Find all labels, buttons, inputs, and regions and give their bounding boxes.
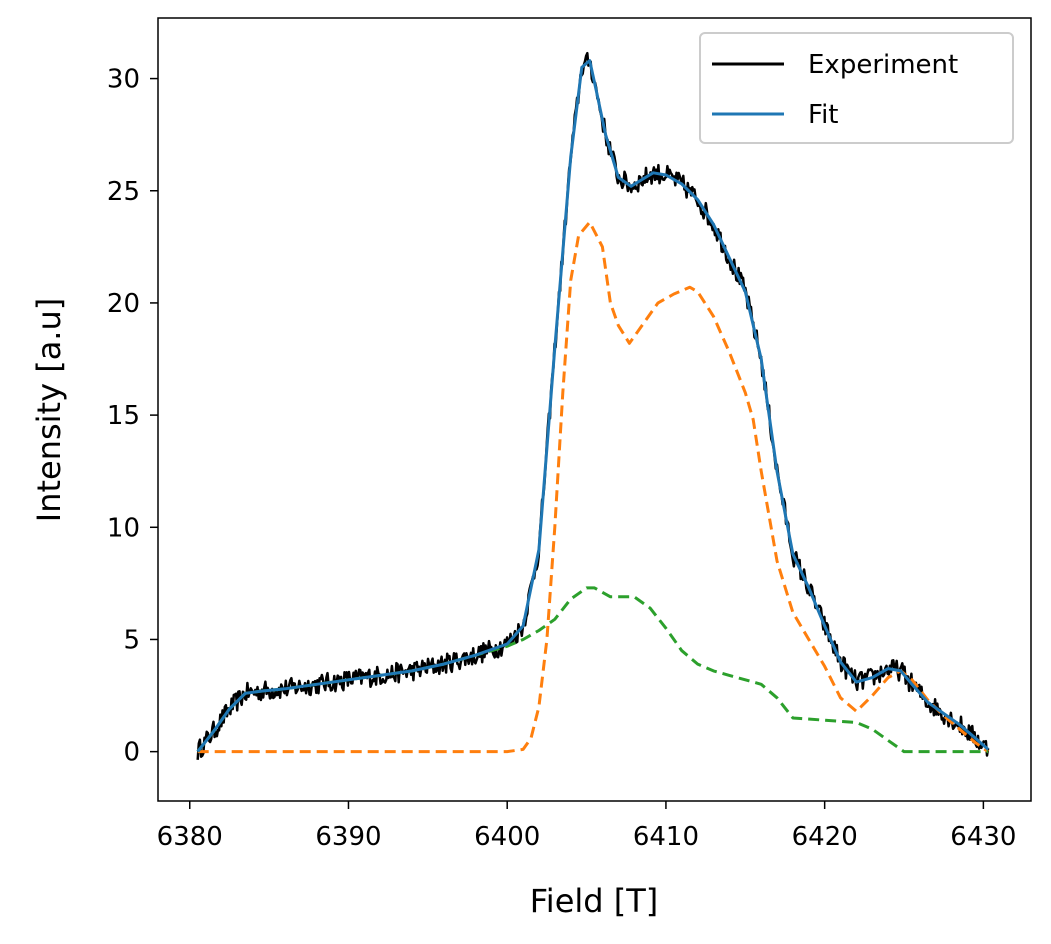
series-layer [196,51,990,760]
y-axis-ticks: 0 5 10 15 20 25 30 [107,65,158,768]
y-tick-label: 10 [107,513,140,543]
y-axis-label: Intensity [a.u] [30,298,68,522]
x-axis-label: Field [T] [530,882,659,920]
legend: Experiment Fit [699,32,1014,144]
x-tick-label: 6410 [633,822,699,852]
y-tick-label: 30 [107,65,140,95]
x-tick-label: 6400 [474,822,540,852]
x-tick-label: 6420 [792,822,858,852]
x-axis-ticks: 6380 6390 6400 6410 6420 6430 [157,801,1016,852]
plot-frame [157,17,1032,802]
legend-label-fit: Fit [808,100,838,130]
y-tick-label: 15 [107,401,140,431]
series-line-fit [196,59,990,753]
y-tick-label: 25 [107,177,140,207]
x-tick-label: 6430 [950,822,1016,852]
y-tick-label: 20 [107,289,140,319]
series-line-orange-dashed [197,220,989,754]
y-tick-label: 0 [123,738,140,768]
series-line-experiment [196,51,990,760]
x-tick-label: 6380 [157,822,223,852]
legend-label-experiment: Experiment [808,50,958,80]
x-tick-label: 6390 [315,822,381,852]
y-tick-label: 5 [123,625,140,655]
